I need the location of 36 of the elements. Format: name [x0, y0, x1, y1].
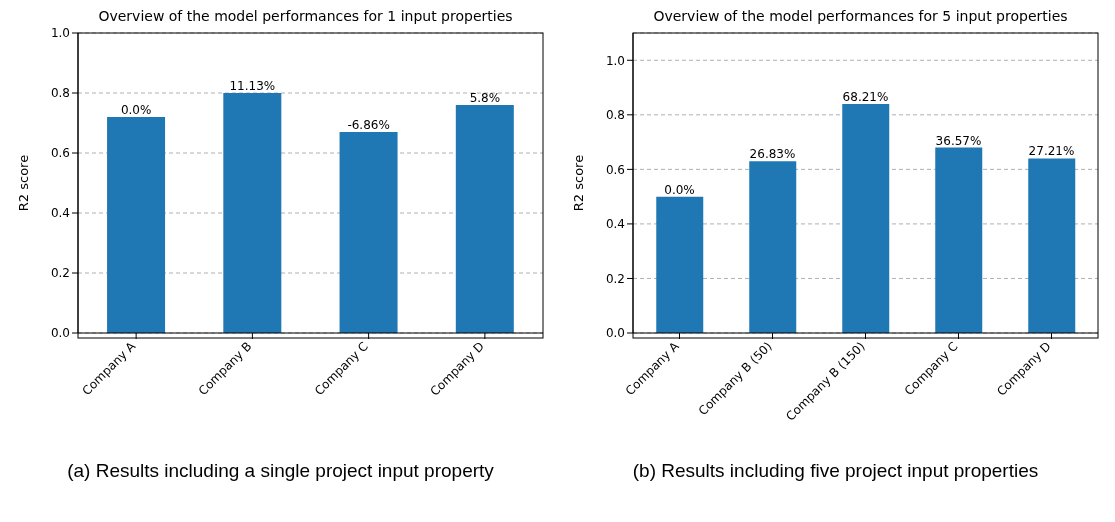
y-tick-label: 0.4: [50, 206, 70, 221]
y-tick-label: 0.6: [50, 146, 70, 161]
y-tick-label: 0.0: [50, 326, 70, 341]
y-tick-label: 0.4: [605, 217, 625, 232]
y-axis-title: R2 score: [570, 154, 586, 212]
bar: [223, 93, 282, 333]
bar: [656, 196, 704, 333]
y-tick-label: 0.8: [50, 86, 70, 101]
annotation: 0.0%: [664, 182, 695, 197]
annotation: 5.8%: [469, 91, 501, 105]
annotation: 27.21%: [1028, 144, 1075, 159]
annotation: 11.13%: [229, 79, 276, 93]
bar: [107, 117, 166, 333]
annotation: 36.57%: [935, 133, 982, 148]
y-tick-label: 1.0: [50, 26, 70, 41]
bar: [935, 147, 983, 333]
bar: [339, 132, 398, 333]
annotation: 0.0%: [120, 103, 152, 117]
annotation: 68.21%: [842, 89, 889, 104]
annotation: -6.86%: [347, 118, 390, 132]
y-tick-label: 0.2: [50, 266, 70, 281]
annotation: 26.83%: [749, 147, 796, 162]
text: (a) Results including a single project input property: [66, 460, 495, 482]
chart-title: Overview of the model performances for 5 input properties: [652, 8, 1069, 26]
chart-title: Overview of the model performances for 1 input properties: [97, 8, 514, 26]
bar: [1028, 158, 1076, 333]
bar: [842, 103, 890, 333]
bar: [749, 161, 797, 333]
text: (b) Results including five project input properties: [631, 460, 1040, 482]
y-tick-label: 0.6: [605, 162, 625, 177]
y-tick-label: 0.2: [605, 271, 625, 286]
y-tick-label: 0.8: [605, 108, 625, 123]
y-tick-label: 1.0: [605, 53, 625, 68]
y-axis-title: R2 score: [15, 154, 31, 212]
y-tick-label: 0.0: [605, 326, 625, 341]
bar: [455, 105, 514, 333]
